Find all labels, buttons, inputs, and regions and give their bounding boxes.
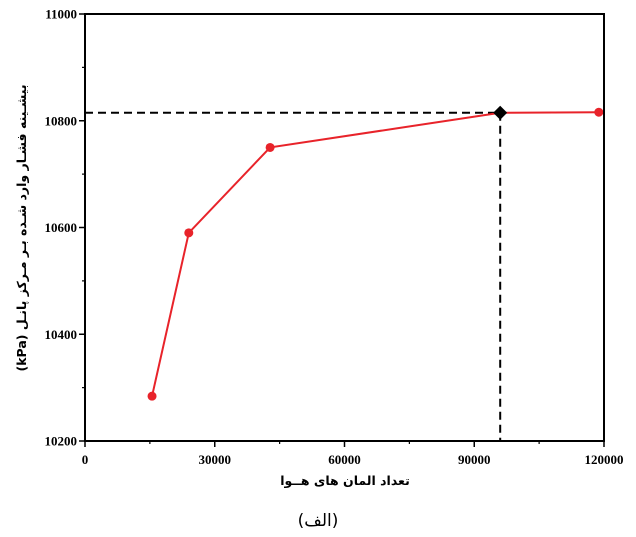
data-series: [147, 105, 604, 401]
data-point: [184, 228, 194, 238]
y-tick-label: 10200: [45, 434, 78, 449]
figure-caption: (الف): [298, 511, 339, 531]
x-tick-label: 30000: [199, 452, 232, 467]
series-line: [151, 111, 599, 397]
data-point: [594, 107, 604, 117]
y-tick-label: 10600: [45, 220, 78, 235]
x-axis-title: تعداد المان های هــوا: [280, 473, 410, 488]
y-tick-label: 11000: [45, 7, 77, 22]
x-tick-label: 0: [82, 452, 89, 467]
y-axis-title: بیشـینه فشـار وارد شـده بـر مـرکز پانـل …: [14, 84, 29, 371]
plot-frame: [84, 13, 605, 442]
x-tick-label: 90000: [458, 452, 491, 467]
reference-lines: [85, 111, 502, 441]
data-point: [265, 142, 275, 152]
data-point: [147, 391, 157, 401]
x-tick-label: 120000: [585, 452, 624, 467]
axes: 0 30000 60000 90000 120000 10200 10400 10600 108…: [45, 7, 624, 468]
highlight-diamond-marker: [493, 105, 508, 120]
x-tick-label: 60000: [328, 452, 361, 467]
y-tick-label: 10800: [45, 113, 78, 128]
y-tick-label: 10400: [45, 327, 78, 342]
